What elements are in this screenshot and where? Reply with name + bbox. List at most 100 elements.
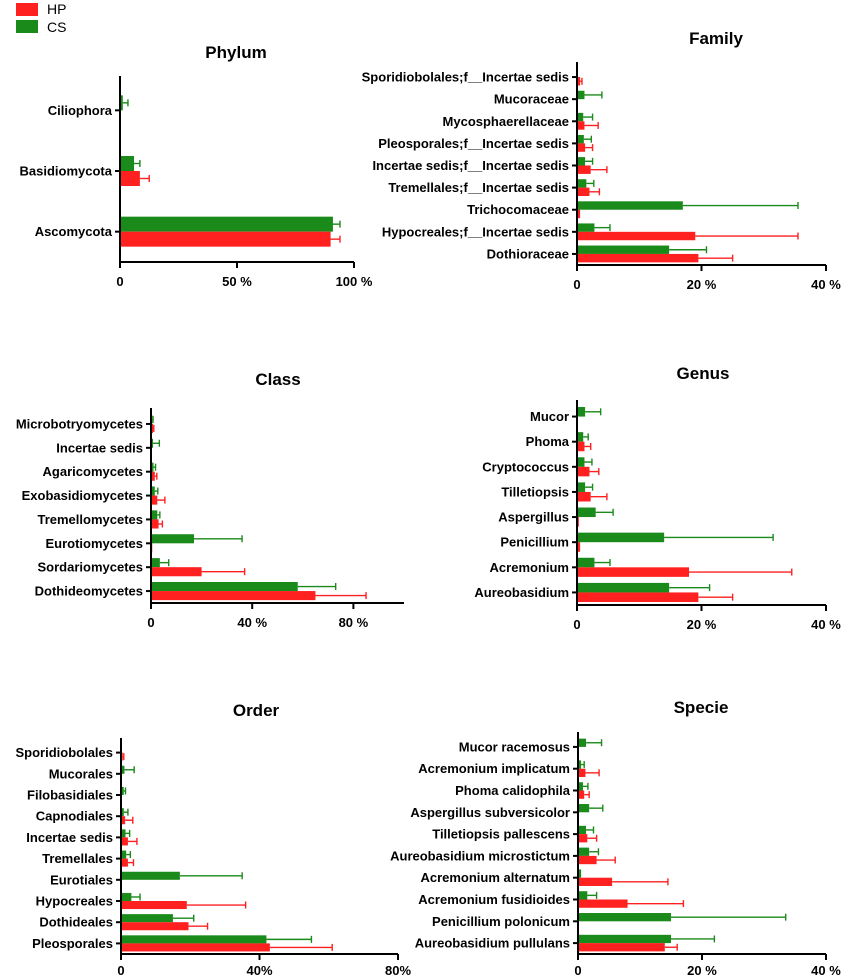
bar-cs	[578, 934, 671, 944]
bar-cs	[121, 765, 125, 774]
chart-title-phylum: Phylum	[205, 43, 266, 62]
bar-cs	[151, 581, 298, 592]
category-label: Dothideales	[39, 915, 113, 930]
x-tick-label: 80%	[385, 963, 411, 976]
bar-cs	[578, 782, 583, 791]
legend-swatch-cs	[16, 20, 38, 33]
category-label: Hypocreales	[36, 894, 113, 909]
bar-hp	[121, 816, 126, 825]
bar-hp	[121, 922, 189, 931]
bar-hp	[577, 231, 696, 241]
category-label: Tremellales	[42, 851, 113, 866]
category-label: Aureobasidium microstictum	[390, 848, 570, 863]
legend-label-hp: HP	[47, 1, 66, 17]
bar-hp	[577, 209, 581, 219]
category-label: Ciliophora	[48, 103, 113, 118]
chart-panels: Phylum Ciliophora Basidiomycota Ascomycota 0…	[15, 29, 841, 976]
bar-cs	[151, 534, 195, 544]
x-tick-label: 40 %	[811, 963, 841, 976]
category-label: Incertae sedis;f__Incertae sedis	[372, 158, 569, 173]
bar-hp	[577, 441, 585, 452]
x-tick-label: 100 %	[336, 274, 373, 289]
bar-cs	[578, 847, 590, 856]
bar-hp	[578, 899, 628, 908]
category-label: Mucorales	[49, 766, 113, 781]
bar-hp	[578, 790, 585, 799]
chart-title-genus: Genus	[677, 364, 730, 383]
chart-panel-order: Order Sporidiobolales Mucorales Filobasidia…	[15, 701, 411, 976]
category-label: Mucoraceae	[494, 92, 569, 107]
category-label: Filobasidiales	[27, 788, 113, 803]
category-label: Mucor racemosus	[459, 739, 570, 754]
bar-hp	[151, 567, 202, 577]
bar-hp	[577, 121, 585, 130]
category-label: Aspergillus	[498, 510, 569, 525]
x-tick-label: 20 %	[687, 963, 717, 976]
category-label: Eurotiomycetes	[45, 536, 143, 551]
category-label: Microbotryomycetes	[16, 416, 143, 431]
bar-cs	[121, 914, 173, 923]
bar-cs	[577, 582, 670, 593]
bar-cs	[578, 891, 588, 900]
bar-cs	[578, 760, 582, 769]
bar-cs	[121, 829, 126, 838]
bar-hp	[577, 77, 581, 86]
x-tick-label: 40%	[246, 963, 272, 976]
category-label: Cryptococcus	[482, 459, 569, 474]
bar-hp	[578, 834, 588, 843]
bar-cs	[151, 486, 155, 496]
bar-hp	[121, 837, 128, 846]
category-label: Mucor	[530, 409, 569, 424]
bar-cs	[577, 482, 586, 492]
bar-cs	[577, 507, 596, 518]
bar-hp	[577, 491, 591, 502]
category-label: Penicillium	[500, 535, 569, 550]
category-label: Tremellomycetes	[37, 512, 143, 527]
category-label: Phoma	[526, 434, 570, 449]
chart-panel-specie: Specie Mucor racemosus Acremonium implicat…	[390, 698, 841, 976]
legend-swatch-hp	[16, 3, 38, 16]
category-label: Capnodiales	[36, 809, 113, 824]
bar-hp	[121, 901, 187, 910]
category-label: Sporidiobolales	[15, 745, 113, 760]
category-label: Ascomycota	[35, 224, 113, 239]
bar-cs	[120, 216, 333, 232]
bar-cs	[577, 245, 670, 254]
bar-cs	[577, 223, 595, 232]
bar-cs	[577, 457, 585, 467]
x-tick-label: 0	[117, 963, 124, 976]
bar-cs	[577, 557, 595, 568]
bar-hp	[577, 466, 590, 477]
x-tick-label: 0	[574, 963, 581, 976]
bar-hp	[121, 943, 270, 952]
bar-cs	[121, 892, 132, 901]
bar-cs	[151, 462, 154, 472]
category-label: Dothideomycetes	[35, 584, 143, 599]
bar-cs	[578, 825, 587, 835]
bar-hp	[120, 171, 140, 186]
chart-title-order: Order	[233, 701, 280, 720]
bar-hp	[577, 187, 590, 197]
bar-hp	[577, 165, 591, 174]
category-label: Trichocomaceae	[467, 202, 569, 217]
bar-cs	[151, 558, 160, 568]
bar-cs	[577, 112, 584, 122]
bar-cs	[121, 850, 127, 859]
bar-cs	[577, 407, 586, 417]
category-label: Tilletiopsis pallescens	[432, 827, 570, 842]
category-label: Aspergillus subversicolor	[410, 805, 570, 820]
bar-cs	[577, 532, 665, 543]
x-tick-label: 40 %	[811, 617, 841, 632]
bar-cs	[577, 179, 587, 188]
category-label: Basidiomycota	[20, 164, 113, 179]
bar-cs	[577, 201, 683, 210]
bar-hp	[121, 858, 128, 867]
category-label: Hypocreales;f__Incertae sedis	[382, 224, 569, 239]
bar-cs	[120, 95, 123, 111]
category-label: Acremonium implicatum	[418, 761, 570, 776]
chart-panel-phylum: Phylum Ciliophora Basidiomycota Ascomycota 0…	[20, 43, 373, 289]
x-tick-label: 80 %	[339, 615, 369, 630]
category-label: Acremonium	[490, 560, 569, 575]
chart-title-specie: Specie	[674, 698, 729, 717]
chart-panel-genus: Genus Mucor Phoma Cryptococcus Tilletiopsis A…	[474, 364, 841, 632]
